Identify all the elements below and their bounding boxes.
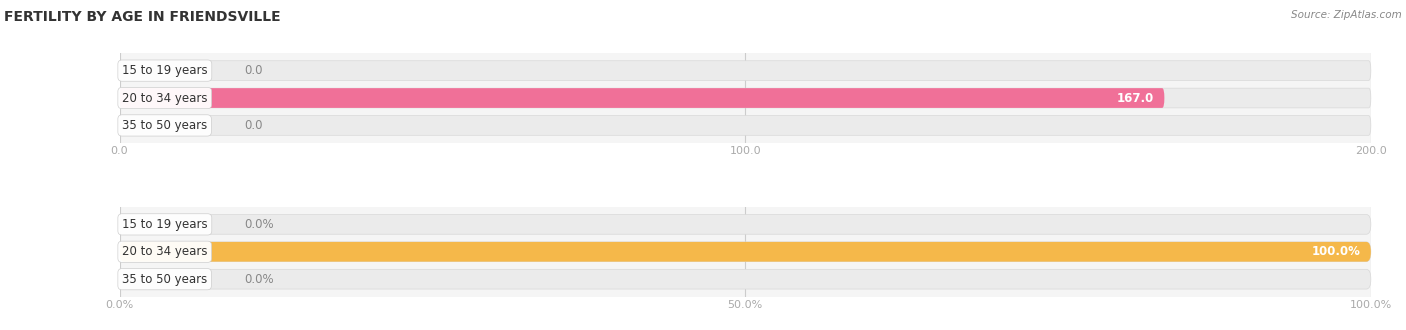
Text: 100.0%: 100.0% bbox=[1312, 245, 1361, 258]
Text: 35 to 50 years: 35 to 50 years bbox=[122, 119, 207, 132]
FancyBboxPatch shape bbox=[120, 88, 1371, 108]
Text: 167.0: 167.0 bbox=[1118, 91, 1154, 105]
Text: 15 to 19 years: 15 to 19 years bbox=[122, 218, 208, 231]
Text: 0.0%: 0.0% bbox=[245, 273, 274, 286]
Text: 0.0%: 0.0% bbox=[245, 218, 274, 231]
FancyBboxPatch shape bbox=[120, 242, 1371, 262]
FancyBboxPatch shape bbox=[120, 61, 1371, 81]
Text: 0.0: 0.0 bbox=[245, 64, 263, 77]
Text: 35 to 50 years: 35 to 50 years bbox=[122, 273, 207, 286]
FancyBboxPatch shape bbox=[120, 214, 1371, 234]
Text: Source: ZipAtlas.com: Source: ZipAtlas.com bbox=[1291, 10, 1402, 20]
Text: 20 to 34 years: 20 to 34 years bbox=[122, 91, 208, 105]
Text: FERTILITY BY AGE IN FRIENDSVILLE: FERTILITY BY AGE IN FRIENDSVILLE bbox=[4, 10, 281, 24]
Text: 0.0: 0.0 bbox=[245, 119, 263, 132]
Text: 20 to 34 years: 20 to 34 years bbox=[122, 245, 208, 258]
FancyBboxPatch shape bbox=[120, 269, 1371, 289]
FancyBboxPatch shape bbox=[120, 88, 1164, 108]
FancyBboxPatch shape bbox=[120, 115, 1371, 135]
FancyBboxPatch shape bbox=[120, 242, 1371, 262]
Text: 15 to 19 years: 15 to 19 years bbox=[122, 64, 208, 77]
